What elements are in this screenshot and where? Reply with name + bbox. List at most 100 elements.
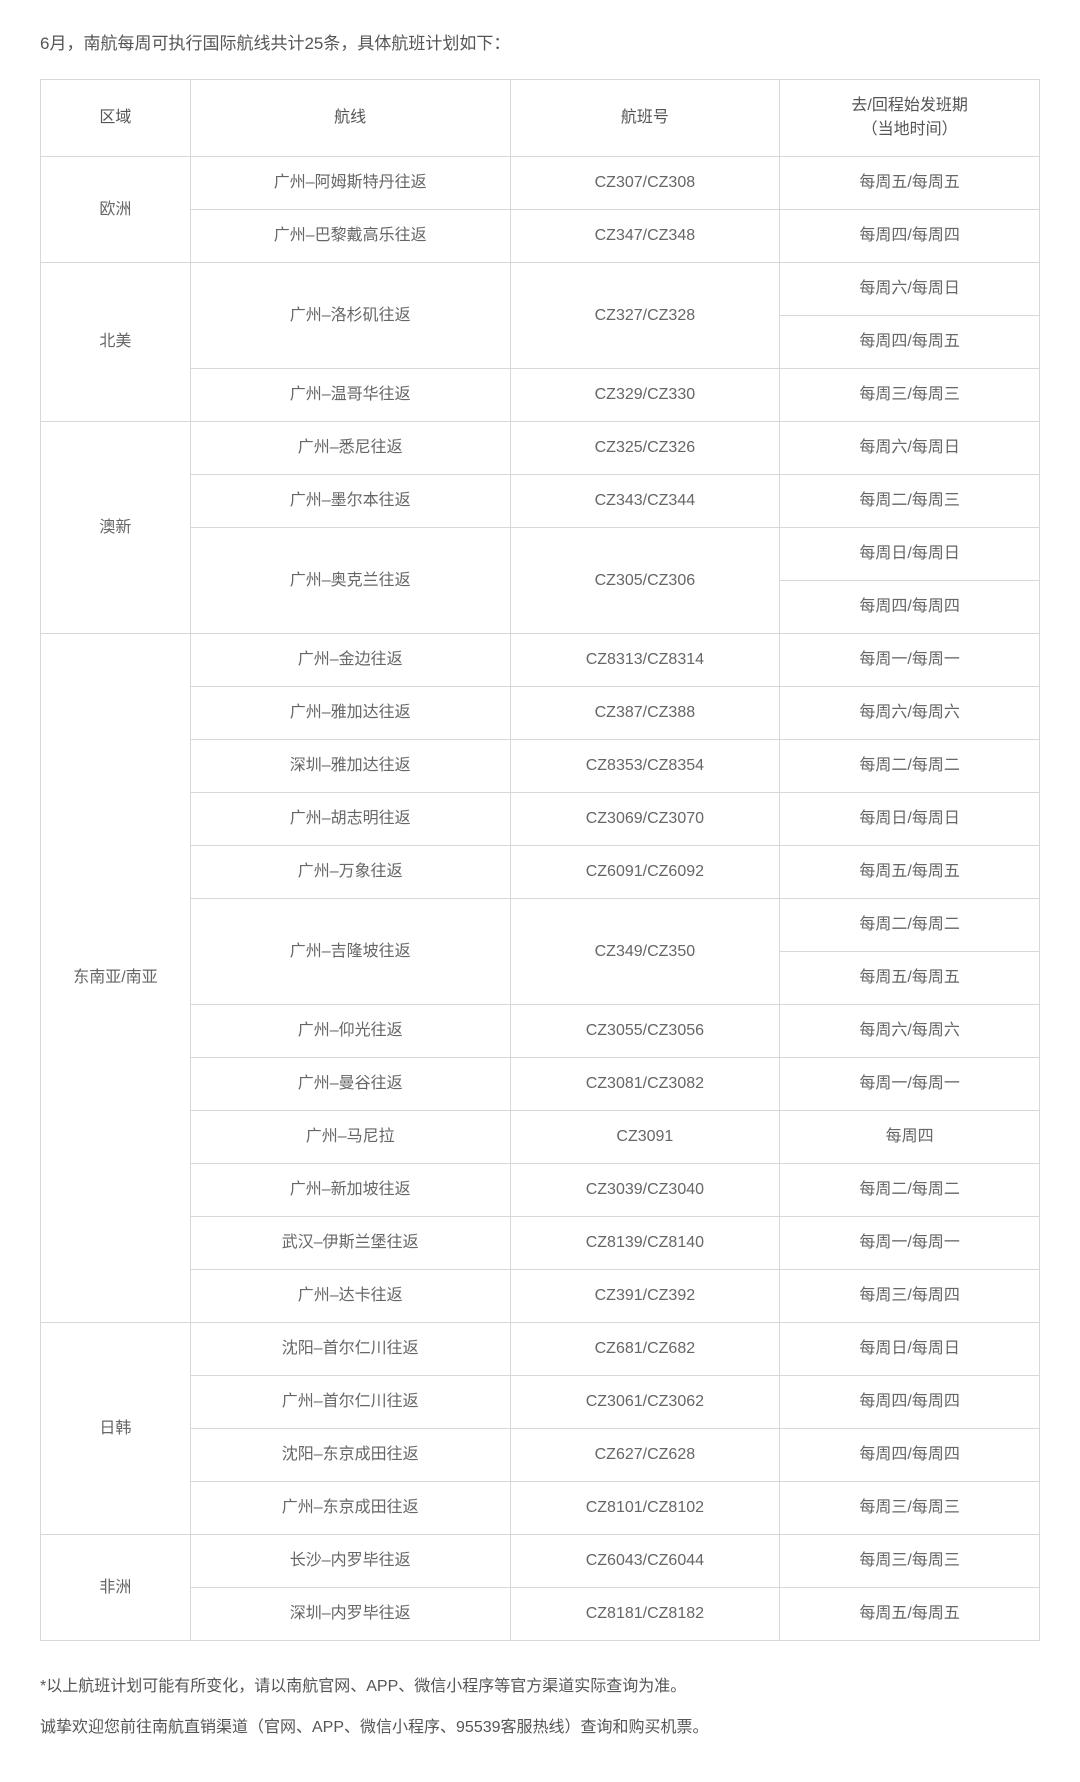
table-row: 武汉–伊斯兰堡往返CZ8139/CZ8140每周一/每周一 <box>41 1217 1040 1270</box>
table-row: 东南亚/南亚广州–金边往返CZ8313/CZ8314每周一/每周一 <box>41 634 1040 687</box>
cell-schedule: 每周五/每周五 <box>780 846 1040 899</box>
table-row: 广州–马尼拉CZ3091每周四 <box>41 1111 1040 1164</box>
cell-schedule: 每周四/每周四 <box>780 210 1040 263</box>
cell-flight: CZ8181/CZ8182 <box>510 1588 780 1641</box>
cell-route: 广州–仰光往返 <box>190 1005 510 1058</box>
flight-schedule-table: 区域 航线 航班号 去/回程始发班期 （当地时间） 欧洲广州–阿姆斯特丹往返CZ… <box>40 79 1040 1641</box>
cell-schedule: 每周一/每周一 <box>780 634 1040 687</box>
table-row: 广州–吉隆坡往返CZ349/CZ350每周二/每周二 <box>41 899 1040 952</box>
cell-schedule: 每周四/每周四 <box>780 1376 1040 1429</box>
cell-schedule: 每周一/每周一 <box>780 1217 1040 1270</box>
cell-route: 广州–奥克兰往返 <box>190 528 510 634</box>
cell-schedule: 每周三/每周三 <box>780 1482 1040 1535</box>
cell-flight: CZ347/CZ348 <box>510 210 780 263</box>
cell-region: 东南亚/南亚 <box>41 634 191 1323</box>
cell-route: 广州–阿姆斯特丹往返 <box>190 157 510 210</box>
table-row: 广州–东京成田往返CZ8101/CZ8102每周三/每周三 <box>41 1482 1040 1535</box>
cell-route: 广州–洛杉矶往返 <box>190 263 510 369</box>
cell-schedule: 每周三/每周四 <box>780 1270 1040 1323</box>
cell-flight: CZ6043/CZ6044 <box>510 1535 780 1588</box>
table-row: 广州–胡志明往返CZ3069/CZ3070每周日/每周日 <box>41 793 1040 846</box>
cell-region: 澳新 <box>41 422 191 634</box>
cell-flight: CZ305/CZ306 <box>510 528 780 634</box>
table-row: 沈阳–东京成田往返CZ627/CZ628每周四/每周四 <box>41 1429 1040 1482</box>
cell-flight: CZ327/CZ328 <box>510 263 780 369</box>
table-row: 广州–达卡往返CZ391/CZ392每周三/每周四 <box>41 1270 1040 1323</box>
table-row: 广州–曼谷往返CZ3081/CZ3082每周一/每周一 <box>41 1058 1040 1111</box>
cell-route: 广州–胡志明往返 <box>190 793 510 846</box>
table-row: 日韩沈阳–首尔仁川往返CZ681/CZ682每周日/每周日 <box>41 1323 1040 1376</box>
cell-route: 广州–马尼拉 <box>190 1111 510 1164</box>
cell-schedule: 每周二/每周三 <box>780 475 1040 528</box>
table-header-row: 区域 航线 航班号 去/回程始发班期 （当地时间） <box>41 80 1040 157</box>
cell-flight: CZ3069/CZ3070 <box>510 793 780 846</box>
table-row: 深圳–雅加达往返CZ8353/CZ8354每周二/每周二 <box>41 740 1040 793</box>
cell-schedule: 每周五/每周五 <box>780 1588 1040 1641</box>
cell-flight: CZ391/CZ392 <box>510 1270 780 1323</box>
cell-schedule: 每周二/每周二 <box>780 740 1040 793</box>
table-row: 广州–新加坡往返CZ3039/CZ3040每周二/每周二 <box>41 1164 1040 1217</box>
cell-flight: CZ627/CZ628 <box>510 1429 780 1482</box>
table-row: 澳新广州–悉尼往返CZ325/CZ326每周六/每周日 <box>41 422 1040 475</box>
footnote-1: *以上航班计划可能有所变化，请以南航官网、APP、微信小程序等官方渠道实际查询为… <box>40 1669 1040 1704</box>
cell-schedule: 每周四/每周四 <box>780 1429 1040 1482</box>
table-row: 北美广州–洛杉矶往返CZ327/CZ328每周六/每周日 <box>41 263 1040 316</box>
cell-route: 广州–温哥华往返 <box>190 369 510 422</box>
cell-schedule: 每周六/每周日 <box>780 422 1040 475</box>
table-row: 广州–万象往返CZ6091/CZ6092每周五/每周五 <box>41 846 1040 899</box>
cell-schedule: 每周日/每周日 <box>780 528 1040 581</box>
table-row: 深圳–内罗毕往返CZ8181/CZ8182每周五/每周五 <box>41 1588 1040 1641</box>
cell-flight: CZ3081/CZ3082 <box>510 1058 780 1111</box>
cell-route: 沈阳–首尔仁川往返 <box>190 1323 510 1376</box>
cell-route: 广州–曼谷往返 <box>190 1058 510 1111</box>
cell-flight: CZ3039/CZ3040 <box>510 1164 780 1217</box>
cell-schedule: 每周四 <box>780 1111 1040 1164</box>
cell-route: 广州–吉隆坡往返 <box>190 899 510 1005</box>
footnote-2: 诚挚欢迎您前往南航直销渠道（官网、APP、微信小程序、95539客服热线）查询和… <box>40 1710 1040 1745</box>
header-schedule: 去/回程始发班期 （当地时间） <box>780 80 1040 157</box>
cell-route: 广州–墨尔本往返 <box>190 475 510 528</box>
cell-route: 广州–雅加达往返 <box>190 687 510 740</box>
table-row: 非洲长沙–内罗毕往返CZ6043/CZ6044每周三/每周三 <box>41 1535 1040 1588</box>
header-sched-line2: （当地时间） <box>862 121 958 138</box>
header-region: 区域 <box>41 80 191 157</box>
cell-region: 日韩 <box>41 1323 191 1535</box>
cell-schedule: 每周六/每周六 <box>780 687 1040 740</box>
cell-region: 北美 <box>41 263 191 422</box>
cell-schedule: 每周四/每周四 <box>780 581 1040 634</box>
header-flight: 航班号 <box>510 80 780 157</box>
cell-flight: CZ8139/CZ8140 <box>510 1217 780 1270</box>
cell-schedule: 每周日/每周日 <box>780 793 1040 846</box>
table-row: 广州–仰光往返CZ3055/CZ3056每周六/每周六 <box>41 1005 1040 1058</box>
cell-flight: CZ387/CZ388 <box>510 687 780 740</box>
cell-route: 广州–巴黎戴高乐往返 <box>190 210 510 263</box>
cell-route: 深圳–雅加达往返 <box>190 740 510 793</box>
cell-flight: CZ349/CZ350 <box>510 899 780 1005</box>
table-row: 广州–奥克兰往返CZ305/CZ306每周日/每周日 <box>41 528 1040 581</box>
cell-flight: CZ325/CZ326 <box>510 422 780 475</box>
cell-region: 欧洲 <box>41 157 191 263</box>
cell-route: 广州–达卡往返 <box>190 1270 510 1323</box>
cell-route: 广州–东京成田往返 <box>190 1482 510 1535</box>
intro-text: 6月，南航每周可执行国际航线共计25条，具体航班计划如下： <box>40 30 1040 57</box>
cell-route: 广州–万象往返 <box>190 846 510 899</box>
cell-route: 广州–新加坡往返 <box>190 1164 510 1217</box>
table-row: 欧洲广州–阿姆斯特丹往返CZ307/CZ308每周五/每周五 <box>41 157 1040 210</box>
cell-flight: CZ3061/CZ3062 <box>510 1376 780 1429</box>
header-sched-line1: 去/回程始发班期 <box>851 97 967 114</box>
table-row: 广州–温哥华往返CZ329/CZ330每周三/每周三 <box>41 369 1040 422</box>
cell-route: 广州–悉尼往返 <box>190 422 510 475</box>
cell-schedule: 每周四/每周五 <box>780 316 1040 369</box>
cell-flight: CZ343/CZ344 <box>510 475 780 528</box>
table-row: 广州–首尔仁川往返CZ3061/CZ3062每周四/每周四 <box>41 1376 1040 1429</box>
table-row: 广州–巴黎戴高乐往返CZ347/CZ348每周四/每周四 <box>41 210 1040 263</box>
cell-flight: CZ3091 <box>510 1111 780 1164</box>
cell-flight: CZ329/CZ330 <box>510 369 780 422</box>
cell-route: 广州–首尔仁川往返 <box>190 1376 510 1429</box>
cell-schedule: 每周三/每周三 <box>780 1535 1040 1588</box>
cell-schedule: 每周二/每周二 <box>780 1164 1040 1217</box>
table-row: 广州–雅加达往返CZ387/CZ388每周六/每周六 <box>41 687 1040 740</box>
cell-schedule: 每周五/每周五 <box>780 952 1040 1005</box>
cell-schedule: 每周一/每周一 <box>780 1058 1040 1111</box>
cell-flight: CZ8101/CZ8102 <box>510 1482 780 1535</box>
